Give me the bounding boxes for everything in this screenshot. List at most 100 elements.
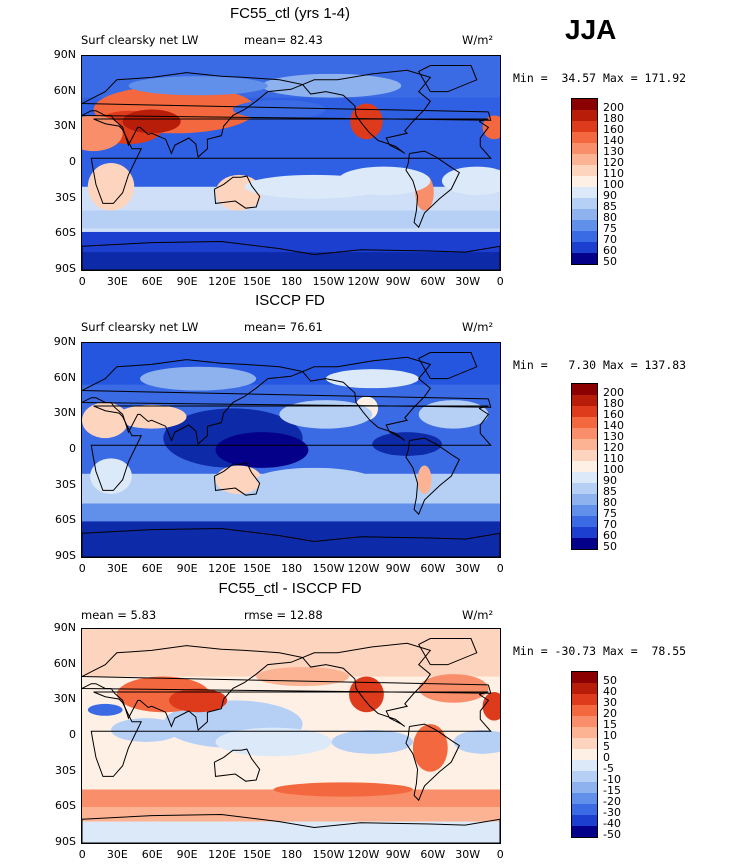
lat-tick-label: 60S (55, 799, 76, 813)
colorbar-label: 90 (603, 474, 617, 487)
colorbar-label: 60 (603, 244, 617, 257)
lat-tick-label: 30S (55, 763, 76, 777)
colorbar-label: -30 (603, 806, 621, 819)
lon-tick-label: 90W (385, 848, 411, 861)
lon-tick-label: 60W (420, 562, 446, 575)
units-label: W/m² (462, 608, 494, 622)
colorbar-label: 60 (603, 529, 617, 542)
lon-tick-label: 150E (242, 275, 271, 288)
lat-tick-label: 30S (55, 477, 76, 491)
colorbar-swatch (572, 826, 597, 837)
lat-tick-label: 90S (55, 549, 76, 562)
colorbar-swatch (572, 450, 597, 461)
colorbar-swatch (572, 738, 597, 749)
panel-title: FC55_ctl (yrs 1-4) (229, 5, 351, 22)
colorbar-swatch (572, 231, 597, 242)
colorbar-swatch (572, 494, 597, 505)
colorbar-swatch (572, 209, 597, 220)
colorbar-swatch (572, 242, 597, 253)
coastline (90, 691, 492, 777)
colorbar-swatch (572, 406, 597, 417)
coastline (213, 748, 261, 782)
lon-tick-label: 60W (420, 848, 446, 861)
lon-tick-label: 60W (420, 275, 446, 288)
colorbar-label: 120 (603, 156, 624, 169)
lat-tick-label: 60N (53, 656, 76, 670)
colorbar-label: 200 (603, 101, 624, 114)
colorbar-swatch (572, 505, 597, 516)
variable-label: Surf clearsky net LW (81, 320, 199, 334)
colorbar-swatch (572, 121, 597, 132)
lat-tick-label: 60N (53, 370, 76, 384)
colorbar-label: 15 (603, 718, 617, 731)
colorbar-label: 50 (603, 255, 617, 268)
lon-tick-label: 150W (312, 848, 345, 861)
colorbar-label: -50 (603, 828, 621, 841)
lon-tick-label: 90E (176, 848, 198, 861)
colorbar-swatch (572, 516, 597, 527)
mean-label: mean= 76.61 (244, 320, 323, 334)
coastline (82, 645, 492, 732)
colorbar-label: 50 (603, 674, 617, 687)
coastline (302, 356, 432, 441)
lat-tick-label: 30S (55, 190, 76, 204)
colorbar-label: -5 (603, 762, 614, 775)
colorbar-label: 30 (603, 696, 617, 709)
colorbar-label: 200 (603, 386, 624, 399)
colorbar-label: -40 (603, 817, 621, 830)
lon-tick-label: 120E (208, 848, 237, 861)
coastline (82, 813, 500, 843)
lat-tick-label: 90N (53, 621, 76, 634)
lat-tick-label: 0 (69, 442, 76, 455)
colorbar-swatch (572, 417, 597, 428)
colorbar-swatch (572, 461, 597, 472)
coastline (302, 69, 432, 154)
panel-title: ISCCP FD (255, 292, 325, 309)
colorbar-label: 80 (603, 496, 617, 509)
colorbar-swatch (572, 384, 597, 395)
lat-tick-label: 60N (53, 83, 76, 97)
colorbar (571, 671, 598, 838)
colorbar-label: 160 (603, 123, 624, 136)
colorbar-swatch (572, 527, 597, 538)
coastline (418, 65, 478, 93)
mean-label: mean = 5.83 (81, 608, 157, 622)
units-label: W/m² (462, 33, 494, 47)
colorbar-label: 90 (603, 189, 617, 202)
colorbar-swatch (572, 132, 597, 143)
lon-tick-label: 150W (312, 275, 345, 288)
coastline (82, 72, 492, 159)
colorbar-label: 40 (603, 685, 617, 698)
lon-tick-label: 30E (106, 562, 128, 575)
colorbar-label: 75 (603, 507, 617, 520)
colorbar-label: 160 (603, 408, 624, 421)
lon-tick-label: 90W (385, 275, 411, 288)
colorbar (571, 98, 598, 265)
lon-tick-label: 180 (281, 848, 303, 861)
coastline (82, 240, 500, 270)
colorbar-label: 50 (603, 540, 617, 553)
colorbar-swatch (572, 439, 597, 450)
lat-tick-label: 30N (53, 119, 76, 133)
lat-tick-label: 30N (53, 406, 76, 420)
lon-tick-label: 0 (78, 275, 86, 288)
colorbar-label: 180 (603, 397, 624, 410)
colorbar-swatch (572, 672, 597, 683)
lat-tick-label: 90N (53, 335, 76, 348)
panel-model: FC55_ctl (yrs 1-4) Surf clearsky net LW … (0, 5, 733, 291)
colorbar-label: 70 (603, 518, 617, 531)
lon-tick-label: 120W (347, 275, 380, 288)
colorbar-label: 130 (603, 430, 624, 443)
lat-tick-label: 0 (69, 728, 76, 741)
lon-tick-label: 90E (176, 562, 198, 575)
colorbar-label: -20 (603, 795, 621, 808)
lon-tick-label: 120E (208, 275, 237, 288)
lon-tick-label: 60E (141, 275, 163, 288)
colorbar-swatch (572, 716, 597, 727)
coastline (302, 642, 432, 727)
lon-tick-label: 0 (496, 848, 504, 861)
colorbar-swatch (572, 793, 597, 804)
colorbar (571, 383, 598, 550)
lat-tick-label: 90S (55, 835, 76, 848)
colorbar-label: 100 (603, 463, 624, 476)
